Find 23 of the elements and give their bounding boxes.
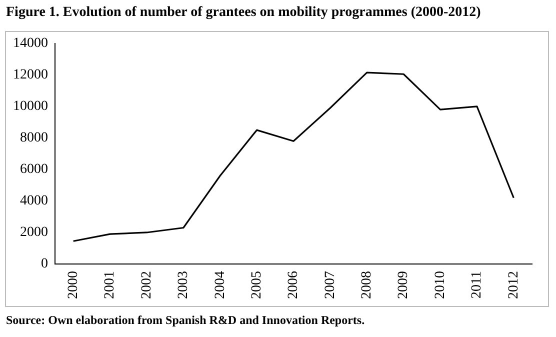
y-tick-label: 8000	[20, 130, 48, 146]
y-tick-label: 2000	[20, 225, 48, 240]
x-tick-label: 2008	[360, 271, 375, 299]
x-tick-label: 2012	[506, 271, 522, 299]
x-tick-label: 2007	[322, 271, 338, 299]
y-tick-label: 4000	[20, 194, 48, 209]
y-tick-label: 10000	[13, 99, 48, 114]
y-tick-label: 12000	[13, 68, 48, 83]
x-tick-label: 2002	[139, 271, 154, 299]
chart-title: Figure 1. Evolution of number of grantees on mobility programmes (2000-2012)	[6, 5, 481, 21]
x-tick-label: 2009	[396, 271, 412, 299]
x-tick-label: 2011	[470, 271, 485, 298]
y-tick-label: 6000	[20, 162, 48, 178]
x-tick-label: 2005	[249, 271, 264, 299]
source-note: Source: Own elaboration from Spanish R&D and Innovation Reports.	[6, 313, 365, 328]
y-tick-label: 14000	[13, 36, 48, 52]
x-tick-label: 2001	[102, 271, 118, 299]
x-tick-label: 2003	[176, 271, 192, 299]
y-tick-label: 0	[41, 256, 48, 272]
x-tick-label: 2000	[66, 271, 82, 299]
x-tick-label: 2004	[212, 271, 228, 299]
x-tick-label: 2006	[286, 271, 302, 299]
x-tick-label: 2010	[432, 271, 448, 299]
